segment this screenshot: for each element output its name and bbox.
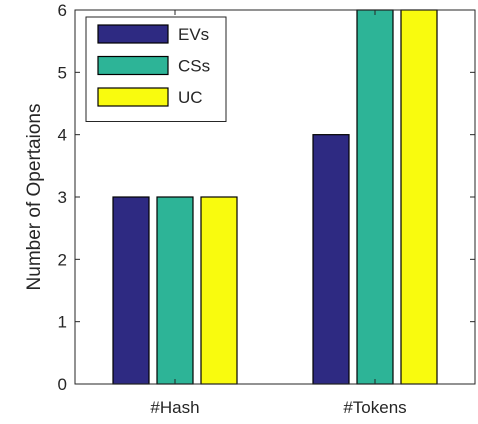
bar-evs-0 — [112, 196, 150, 385]
y-tick-label: 5 — [58, 63, 67, 82]
bar-css-0 — [156, 196, 194, 385]
y-tick-label: 6 — [58, 1, 67, 20]
y-ticks-group: 0 1 2 3 4 5 6 — [58, 1, 475, 394]
y-tick-label: 1 — [58, 313, 67, 332]
y-tick-label: 0 — [58, 375, 67, 394]
y-tick-label: 3 — [58, 188, 67, 207]
bar-uc-0 — [200, 196, 238, 385]
legend: EVs CSs UC — [85, 16, 227, 122]
y-tick-label: 2 — [58, 250, 67, 269]
plot-frame — [74, 9, 476, 385]
legend-swatch-css — [97, 55, 169, 76]
legend-label-uc: UC — [178, 88, 203, 107]
y-axis-label: Number of Opertaions — [24, 104, 45, 291]
bar-uc-1 — [400, 9, 438, 385]
bars-group — [112, 9, 438, 385]
y-tick-label: 4 — [58, 126, 67, 145]
legend-label-css: CSs — [178, 57, 210, 76]
x-tick-label: #Tokens — [343, 398, 406, 417]
bar-evs-1 — [312, 134, 350, 385]
legend-swatch-uc — [97, 87, 169, 107]
x-ticks-group: #Hash #Tokens — [150, 10, 407, 417]
bar-css-1 — [356, 9, 394, 385]
x-tick-label: #Hash — [150, 398, 199, 417]
legend-swatch-evs — [97, 24, 169, 44]
legend-label-evs: EVs — [178, 25, 209, 44]
